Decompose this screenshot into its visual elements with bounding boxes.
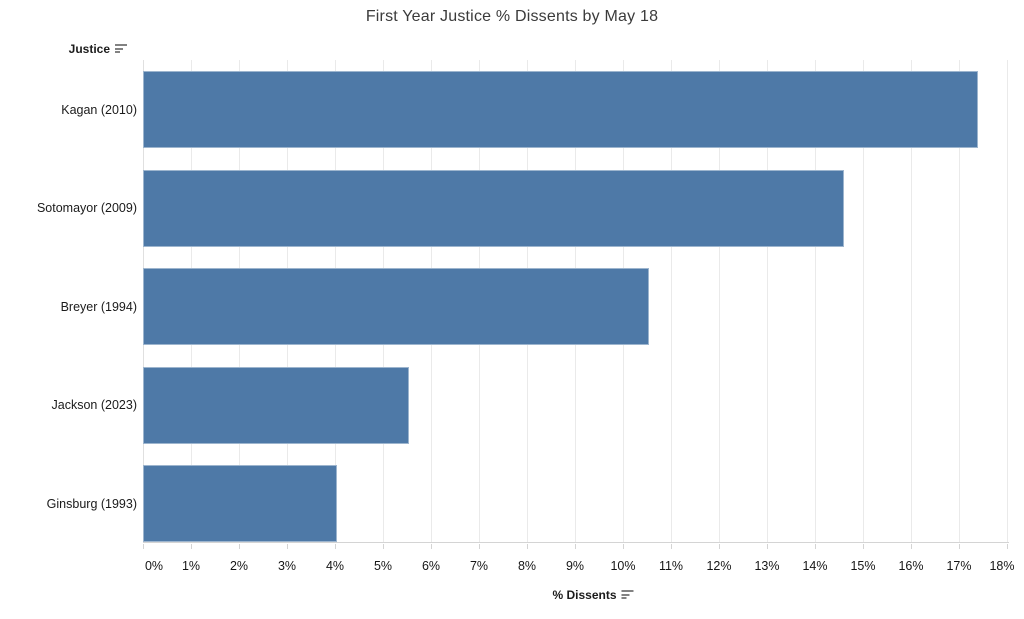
grid-line [815,60,816,542]
chart-title: First Year Justice % Dissents by May 18 [365,8,659,25]
axis-tick-mark [191,544,192,549]
x-tick-label: 18% [989,559,1015,573]
x-tick-label: 5% [373,559,393,573]
sort-descending-icon[interactable] [115,44,127,54]
bar[interactable] [143,465,337,542]
sort-descending-icon[interactable] [621,590,634,600]
grid-line [719,60,720,542]
x-tick-label: 12% [706,559,732,573]
x-tick-label: 6% [421,559,441,573]
bar[interactable] [143,170,844,247]
x-tick-label: 16% [898,559,924,573]
axis-tick-mark [143,544,144,549]
grid-line [959,60,960,542]
axis-tick-mark [815,544,816,549]
x-tick-label: 13% [754,559,780,573]
axis-tick-mark [335,544,336,549]
grid-line [863,60,864,542]
x-tick-label: 2% [229,559,249,573]
y-axis-label: Breyer (1994) [60,299,137,314]
axis-tick-mark [863,544,864,549]
axis-tick-mark [527,544,528,549]
axis-tick-mark [431,544,432,549]
x-tick-label: 11% [658,559,684,573]
axis-tick-mark [719,544,720,549]
y-axis-label: Kagan (2010) [61,102,137,117]
grid-line [671,60,672,542]
x-tick-label: 15% [850,559,876,573]
axis-tick-mark [767,544,768,549]
x-axis-title[interactable]: % Dissents [552,588,634,602]
axis-tick-mark [239,544,240,549]
x-tick-label: 17% [946,559,972,573]
x-tick-label: 10% [610,559,636,573]
x-tick-label: 9% [565,559,585,573]
row-header-justice[interactable]: Justice [69,42,127,56]
plot-area [143,60,1009,543]
x-tick-label: 0% [144,559,164,573]
x-tick-label: 3% [277,559,297,573]
y-axis-label: Jackson (2023) [51,398,137,412]
axis-tick-mark [911,544,912,549]
axis-tick-mark [479,544,480,549]
axis-tick-mark [671,544,672,549]
x-tick-label: 8% [517,559,537,573]
grid-line [911,60,912,542]
axis-tick-mark [623,544,624,549]
x-tick-label: 7% [469,559,489,573]
axis-tick-mark [575,544,576,549]
grid-line [1007,60,1008,542]
grid-line [767,60,768,542]
row-header-label: Justice [68,42,110,56]
x-axis-label: % Dissents [552,588,617,602]
axis-tick-mark [383,544,384,549]
y-axis-label: Sotomayor (2009) [36,201,137,215]
axis-tick-mark [959,544,960,549]
axis-tick-mark [1007,544,1008,549]
bar[interactable] [143,268,649,345]
bar[interactable] [143,71,978,148]
x-tick-label: 14% [802,559,828,573]
x-tick-label: 1% [181,559,201,573]
x-tick-label: 4% [325,559,345,573]
bar[interactable] [143,367,409,444]
y-axis-label: Ginsburg (1993) [46,496,137,511]
axis-tick-mark [287,544,288,549]
